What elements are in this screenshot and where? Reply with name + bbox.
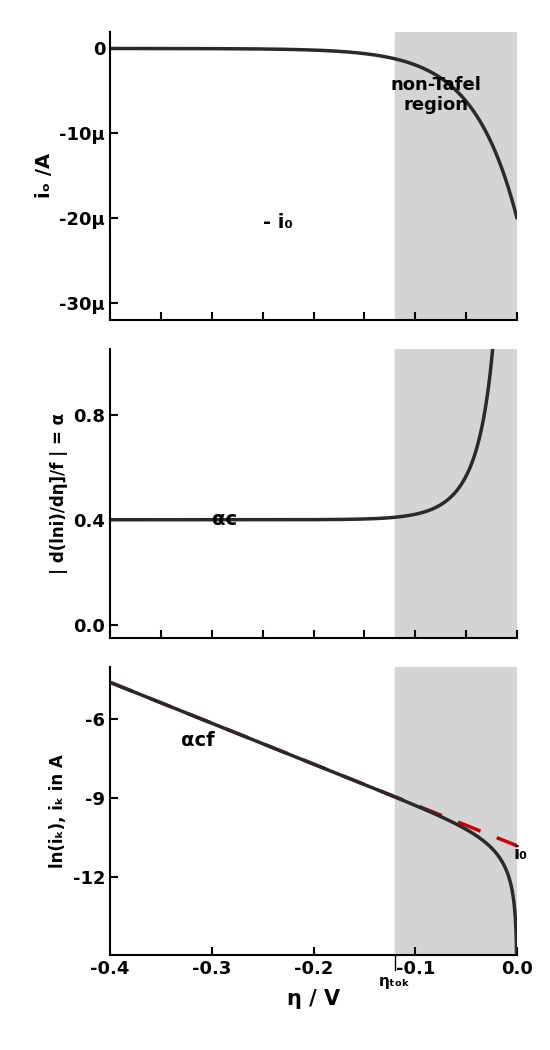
Y-axis label: ln(iₖ), iₖ in A: ln(iₖ), iₖ in A <box>49 754 67 868</box>
Bar <box>395 349 517 637</box>
Text: i₀: i₀ <box>514 844 528 863</box>
Text: ηₜₒₖ: ηₜₒₖ <box>379 973 411 989</box>
Bar <box>395 32 517 320</box>
Y-axis label: | d(lni)/dη]/f | = α: | d(lni)/dη]/f | = α <box>50 413 68 574</box>
Text: αᴄ: αᴄ <box>212 510 237 529</box>
Text: non-Tafel
region: non-Tafel region <box>390 76 481 114</box>
Bar <box>395 667 517 956</box>
X-axis label: η / V: η / V <box>287 989 340 1009</box>
Text: αᴄf: αᴄf <box>181 731 215 750</box>
Text: - i₀: - i₀ <box>263 213 293 232</box>
Y-axis label: iₒ /A: iₒ /A <box>35 153 54 198</box>
